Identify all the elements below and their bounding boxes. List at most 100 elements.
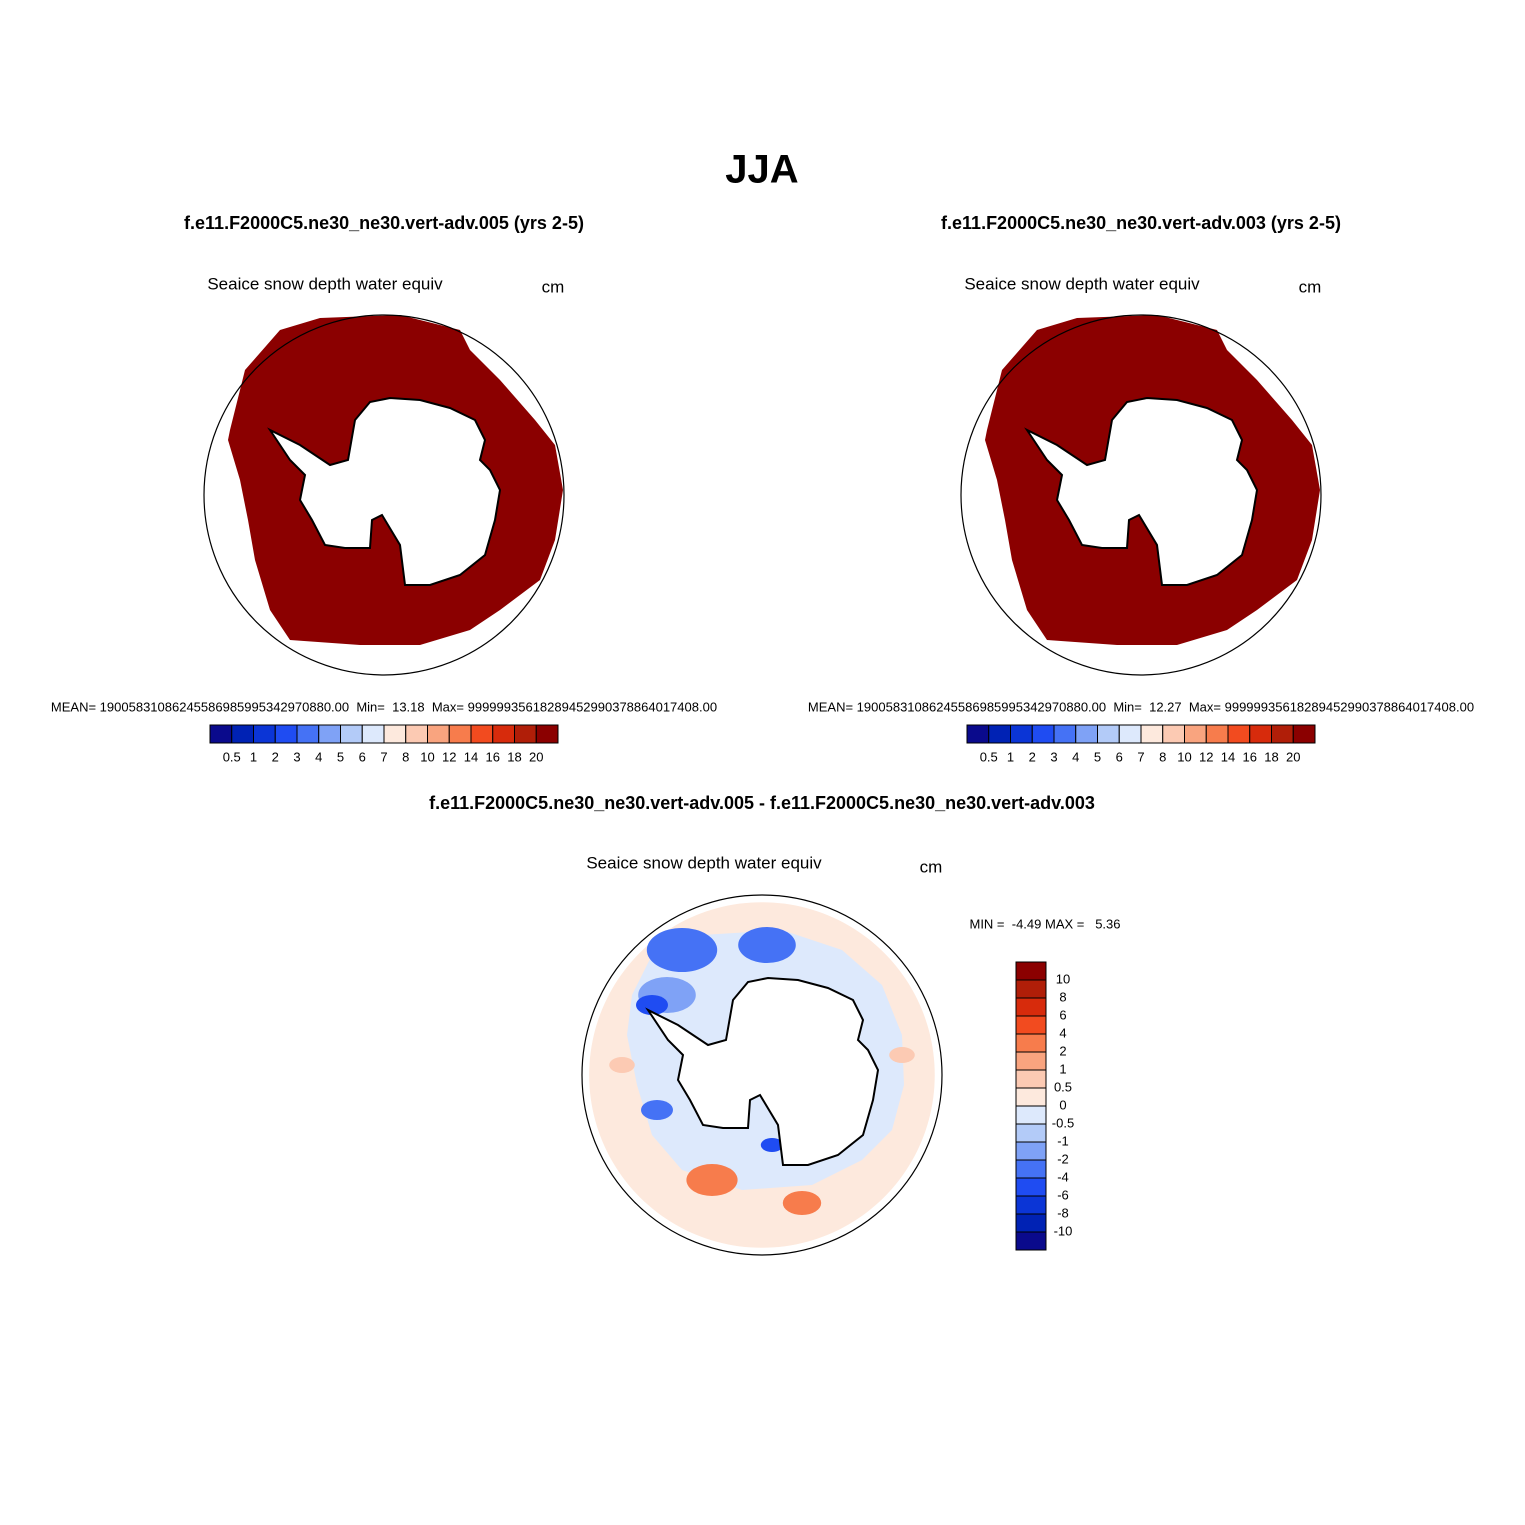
colorbar-label: 20	[529, 749, 543, 764]
colorbar-box	[1118, 724, 1142, 744]
colorbar-box	[318, 724, 341, 744]
anomaly-patch	[738, 927, 796, 963]
map-boundary	[581, 894, 943, 1256]
anomaly-patch	[889, 1047, 915, 1063]
colorbar-box	[1015, 1087, 1047, 1107]
colorbar-label: -2	[1057, 1151, 1069, 1166]
colorbar-box	[1162, 724, 1185, 744]
polar-map	[581, 894, 943, 1256]
anomaly-patch	[609, 1057, 635, 1073]
colorbar-box	[1015, 997, 1047, 1017]
colorbar-box	[966, 724, 990, 744]
colorbar-box	[1227, 724, 1251, 744]
colorbar-label: 6	[359, 749, 366, 764]
variable-name: Seaice snow depth water equiv	[207, 274, 443, 293]
sea-ice-field	[228, 315, 563, 645]
colorbar-box	[383, 724, 407, 744]
colorbar-box	[1271, 724, 1294, 744]
colorbar-label: 14	[1221, 749, 1235, 764]
colorbar-box	[209, 724, 233, 744]
colorbar-label: -4	[1057, 1169, 1069, 1184]
colorbar-label: 6	[1116, 749, 1123, 764]
colorbar-label: 2	[1029, 749, 1036, 764]
colorbar-label: 1	[250, 749, 257, 764]
colorbar-label: -1	[1057, 1133, 1069, 1148]
colorbar-box	[1015, 1141, 1047, 1161]
colorbar-label: 0.5	[980, 749, 998, 764]
colorbar-box	[1075, 724, 1098, 744]
colorbar-box	[1015, 1069, 1047, 1089]
colorbar-label: 14	[464, 749, 478, 764]
colorbar-box	[470, 724, 494, 744]
colorbar-label: 4	[1072, 749, 1079, 764]
colorbar-box	[1249, 724, 1272, 744]
colorbar-label: -6	[1057, 1187, 1069, 1202]
units: cm	[1299, 277, 1322, 296]
stats: MEAN= 19005831086245586985995342970880.0…	[51, 699, 717, 714]
anomaly-patch	[646, 928, 718, 972]
colorbar-label: 7	[380, 749, 387, 764]
colorbar-label: 0.5	[223, 749, 241, 764]
anomaly-patch	[760, 1138, 784, 1152]
colorbar-box	[274, 724, 298, 744]
panel-title: f.e11.F2000C5.ne30_ne30.vert-adv.003 (yr…	[941, 213, 1341, 233]
colorbar-label: 10	[420, 749, 434, 764]
colorbar-box	[340, 724, 363, 744]
colorbar-box	[1015, 961, 1047, 981]
variable-name: Seaice snow depth water equiv	[964, 274, 1200, 293]
colorbar-label: 2	[272, 749, 279, 764]
colorbar-box	[1031, 724, 1055, 744]
colorbar-label: 8	[1159, 749, 1166, 764]
colorbar-box	[1010, 724, 1033, 744]
panel-title: f.e11.F2000C5.ne30_ne30.vert-adv.005 - f…	[429, 793, 1095, 813]
colorbar-box	[1015, 1177, 1047, 1197]
colorbar-box	[1140, 724, 1164, 744]
colorbar-box	[1015, 1231, 1047, 1251]
colorbar-label: -0.5	[1052, 1115, 1074, 1130]
colorbar-label: 1	[1059, 1061, 1066, 1076]
colorbar-label: 1	[1007, 749, 1014, 764]
colorbar-label: 3	[1050, 749, 1057, 764]
colorbar-box	[405, 724, 428, 744]
colorbar-label: 7	[1137, 749, 1144, 764]
colorbar-label: 3	[293, 749, 300, 764]
colorbar-box	[492, 724, 515, 744]
colorbar-box	[514, 724, 537, 744]
anomaly-patch	[636, 995, 668, 1015]
colorbar-label: 16	[1243, 749, 1257, 764]
anomaly-patch	[782, 1191, 822, 1215]
colorbar-box	[448, 724, 472, 744]
colorbar-label: 6	[1059, 1007, 1066, 1022]
polar-map	[203, 314, 565, 676]
colorbar-label: 10	[1056, 971, 1070, 986]
colorbar-label: 4	[315, 749, 322, 764]
colorbar-box	[1292, 724, 1316, 744]
sea-ice-field	[985, 315, 1320, 645]
colorbar-box	[1015, 1105, 1047, 1125]
colorbar-box	[1015, 1123, 1047, 1143]
colorbar-box	[1053, 724, 1077, 744]
colorbar-box	[427, 724, 450, 744]
colorbar-label: 18	[1264, 749, 1278, 764]
units: cm	[920, 857, 943, 876]
colorbar-box	[231, 724, 254, 744]
colorbar-label: 10	[1177, 749, 1191, 764]
colorbar-box	[1015, 1195, 1047, 1215]
colorbar-label: 8	[1059, 989, 1066, 1004]
map-boundary	[203, 314, 565, 676]
variable-name: Seaice snow depth water equiv	[586, 853, 822, 872]
colorbar-label: 12	[442, 749, 456, 764]
colorbar-label: 4	[1059, 1025, 1066, 1040]
colorbar-box	[1015, 1051, 1047, 1071]
figure-title: JJA	[725, 148, 798, 192]
colorbar-box	[1205, 724, 1229, 744]
units: cm	[542, 277, 565, 296]
colorbar-label: 8	[402, 749, 409, 764]
colorbar-box	[1015, 1033, 1047, 1053]
colorbar-label: 5	[337, 749, 344, 764]
stats: MIN = -4.49 MAX = 5.36	[969, 916, 1120, 931]
anomaly-patch	[686, 1164, 738, 1196]
colorbar-label: -8	[1057, 1205, 1069, 1220]
colorbar-label: 5	[1094, 749, 1101, 764]
